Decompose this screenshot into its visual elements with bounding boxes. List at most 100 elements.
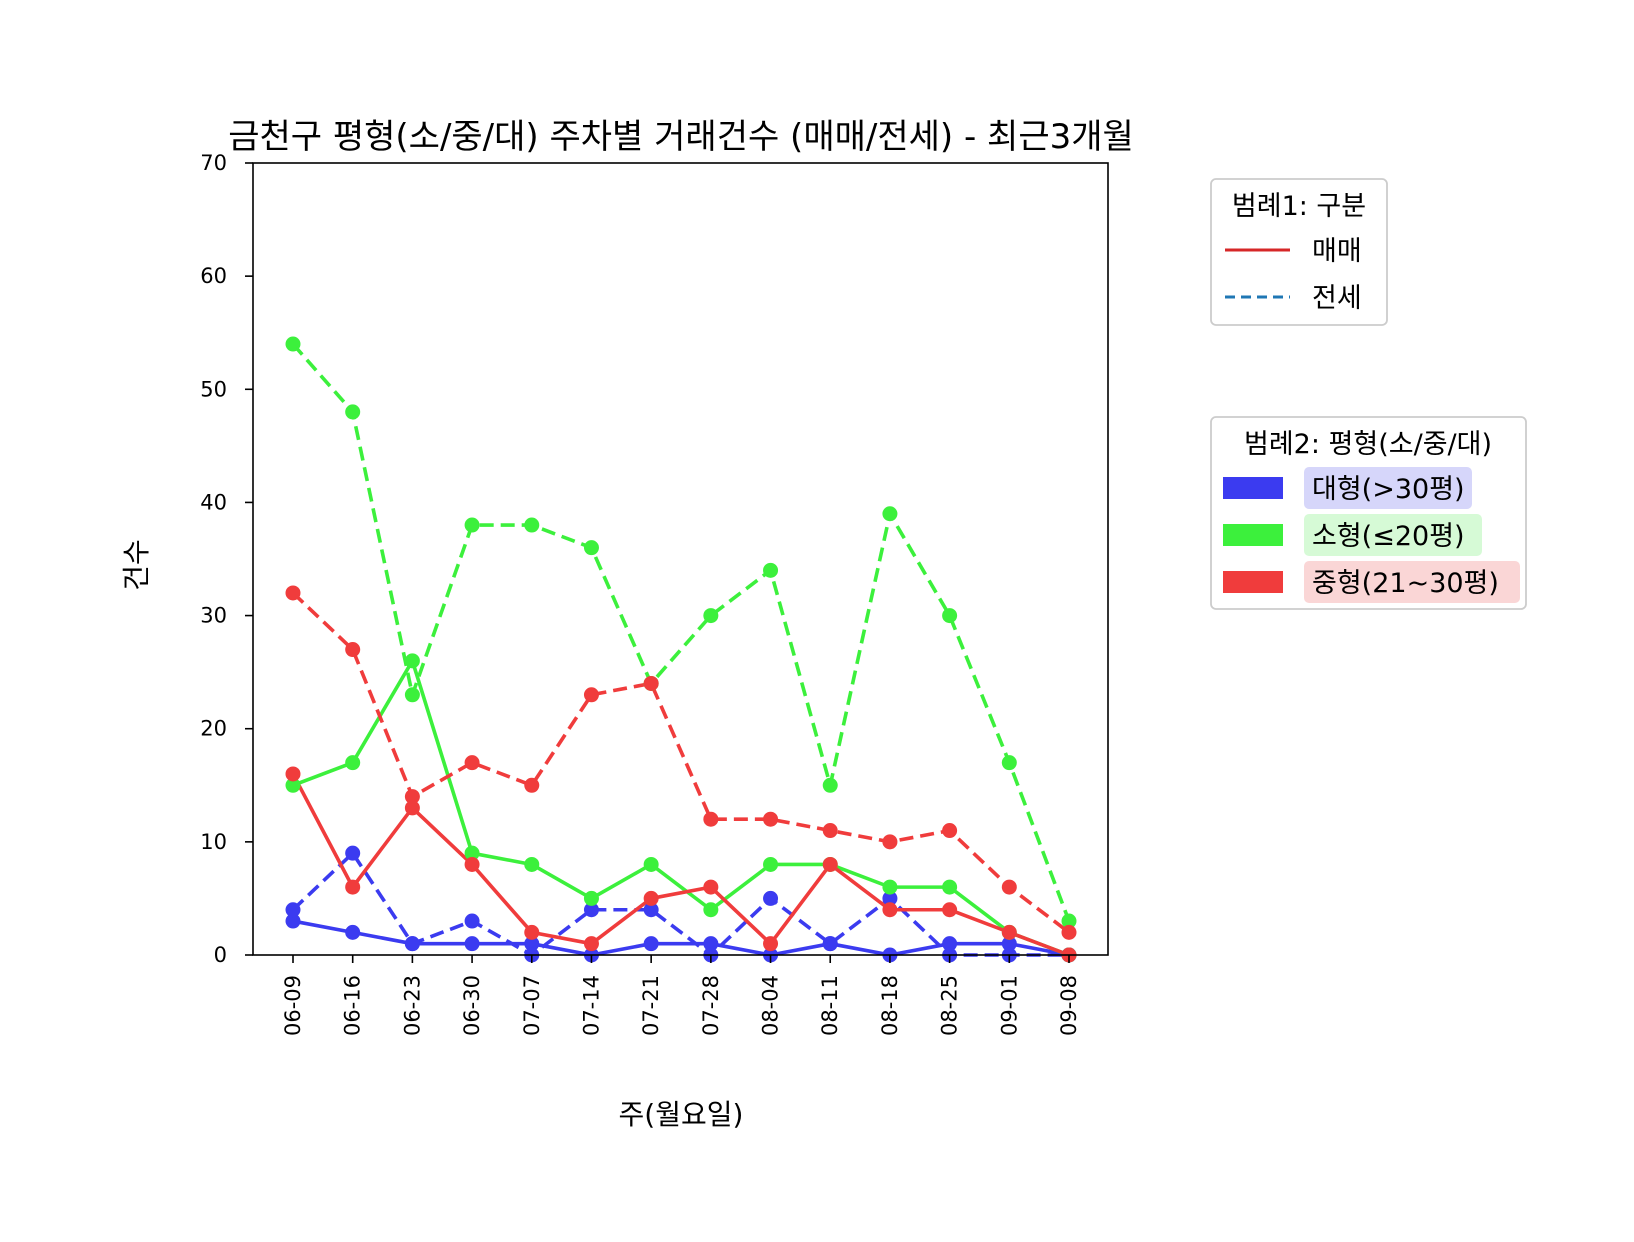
data-point (404, 687, 420, 703)
legend-size-label-bg (1304, 467, 1472, 509)
data-point (524, 517, 540, 533)
data-point (703, 811, 719, 827)
legend-size-title: 범례2: 평형(소/중/대) (1244, 429, 1492, 460)
plot-frame (252, 162, 1109, 956)
data-point (285, 766, 301, 782)
data-point (703, 608, 719, 624)
data-point (822, 823, 838, 839)
data-point (583, 687, 599, 703)
data-point (345, 404, 361, 420)
data-point (524, 777, 540, 793)
data-point (763, 562, 779, 578)
data-point (882, 890, 898, 906)
data-point (583, 902, 599, 918)
data-point (942, 936, 958, 952)
legend-size-label-bg (1304, 561, 1520, 603)
data-point (763, 890, 779, 906)
data-point (404, 936, 420, 952)
data-point (1001, 879, 1017, 895)
x-tick-label: 07-28 (699, 975, 723, 1036)
data-point (285, 336, 301, 352)
data-point (882, 506, 898, 522)
data-point (1061, 913, 1077, 929)
data-point (464, 936, 480, 952)
data-point (583, 936, 599, 952)
legend-size-swatch (1223, 524, 1283, 546)
x-tick-label: 08-11 (818, 975, 842, 1036)
data-point (1001, 755, 1017, 771)
legend-type-label: 전세 (1312, 283, 1362, 314)
x-tick-label: 09-08 (1057, 975, 1081, 1036)
data-point (464, 755, 480, 771)
legend-size-label-bg (1304, 514, 1482, 556)
x-tick-label: 07-07 (520, 975, 544, 1036)
data-point (643, 936, 659, 952)
y-tick-label: 0 (214, 943, 227, 967)
data-point (464, 517, 480, 533)
x-tick-label: 08-18 (878, 975, 902, 1036)
data-point (345, 642, 361, 658)
data-point (643, 856, 659, 872)
data-point (763, 936, 779, 952)
data-point (583, 890, 599, 906)
x-tick-label: 07-21 (639, 975, 663, 1036)
data-point (822, 777, 838, 793)
data-point (524, 856, 540, 872)
data-point (345, 879, 361, 895)
data-point (285, 585, 301, 601)
data-point (703, 936, 719, 952)
data-point (464, 913, 480, 929)
data-point (345, 755, 361, 771)
data-point (942, 608, 958, 624)
plot-area: 0 10 20 30 40 50 60 70 06-09 06-16 06-23 06-30 07-07… (200, 151, 1109, 1036)
data-point (404, 800, 420, 816)
data-point (822, 936, 838, 952)
chart-title: 금천구 평형(소/중/대) 주차별 거래건수 (매매/전세) - 최근3개월 (228, 117, 1134, 157)
data-point (822, 856, 838, 872)
x-tick-label: 06-23 (400, 975, 424, 1036)
legend-size-label: 대형(>30평) (1312, 474, 1465, 505)
data-point (942, 879, 958, 895)
series-line-3 (291, 342, 1071, 922)
y-tick-label: 60 (200, 264, 227, 288)
y-tick-label: 70 (200, 151, 227, 175)
legend-type-label: 매매 (1312, 236, 1362, 267)
data-point (643, 902, 659, 918)
series-line-1 (291, 851, 1069, 957)
series-line-0 (292, 919, 1070, 957)
y-tick-label: 10 (200, 830, 227, 854)
x-tick-label: 08-25 (938, 975, 962, 1036)
data-point (1061, 924, 1077, 940)
series-line-4 (291, 773, 1070, 957)
x-tick-label: 08-04 (759, 975, 783, 1036)
legend-size-label: 소형(≤20평) (1312, 521, 1465, 552)
data-point (345, 845, 361, 861)
legend-size: 범례2: 평형(소/중/대) 대형(>30평) 소형(≤20평) 중형(21~30평) (1210, 416, 1527, 610)
data-point (345, 924, 361, 940)
data-point (703, 879, 719, 895)
x-axis-label: 주(월요일) (619, 1098, 744, 1131)
data-point (285, 913, 301, 929)
y-tick-label: 40 (200, 490, 227, 514)
data-point (882, 879, 898, 895)
series-line-5 (291, 591, 1071, 934)
legend-size-swatch (1223, 571, 1283, 593)
data-point (524, 936, 540, 952)
data-point (464, 845, 480, 861)
x-tick-label: 09-01 (997, 975, 1021, 1036)
data-point (1001, 936, 1017, 952)
data-point (404, 653, 420, 669)
y-axis-label: 건수 (120, 539, 153, 591)
data-point (643, 890, 659, 906)
data-point (882, 902, 898, 918)
y-tick-label: 50 (200, 377, 227, 401)
data-point (882, 834, 898, 850)
data-point (285, 777, 301, 793)
data-point (763, 856, 779, 872)
legend-type-box (1210, 178, 1388, 326)
y-tick-label: 20 (200, 717, 227, 741)
legend-size-swatch (1223, 477, 1283, 499)
data-point (763, 811, 779, 827)
